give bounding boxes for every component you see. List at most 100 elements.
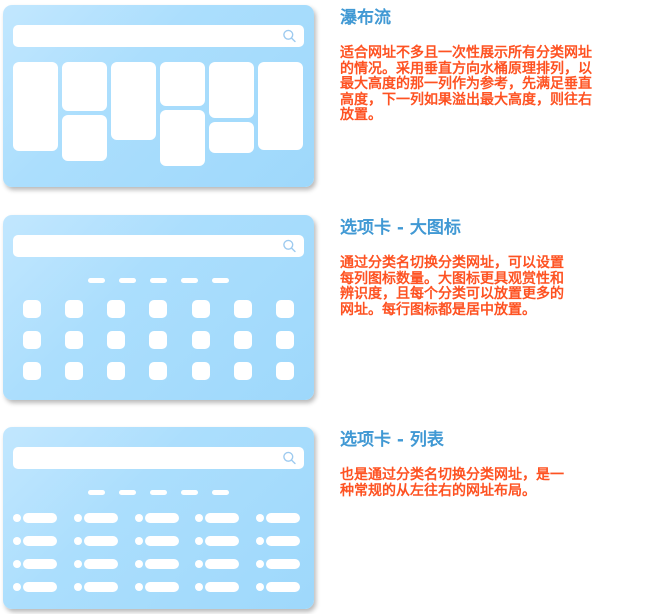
mock-favicon-dot bbox=[73, 537, 82, 545]
mock-icon bbox=[191, 300, 210, 318]
mock-favicon-dot bbox=[134, 514, 143, 522]
waterfall-column bbox=[62, 62, 107, 166]
mock-icon bbox=[191, 331, 210, 349]
mock-icon bbox=[107, 300, 126, 318]
mock-tab-dash bbox=[212, 490, 229, 495]
mock-tile bbox=[160, 62, 205, 106]
mock-favicon-dot bbox=[195, 560, 204, 568]
mock-list-item bbox=[73, 513, 118, 523]
mock-icon-row bbox=[13, 300, 304, 318]
mock-icon-row bbox=[13, 331, 304, 349]
mock-icon bbox=[65, 331, 84, 349]
mock-list-item bbox=[195, 536, 240, 546]
mock-list-item bbox=[256, 536, 300, 546]
mock-list-item bbox=[13, 582, 57, 592]
mock-link-bar bbox=[266, 559, 300, 569]
mock-link-bar bbox=[144, 582, 179, 592]
mock-tab-dash bbox=[88, 490, 105, 495]
mock-list-item bbox=[13, 536, 57, 546]
mock-favicon-dot bbox=[256, 583, 264, 591]
section-title: 选项卡 - 列表 bbox=[340, 430, 444, 450]
mock-tab-dash bbox=[119, 490, 136, 495]
section-text: 瀑布流 适合网址不多且一次性展示所有分类网址 的情况。采用垂直方向水桶原理排列，… bbox=[340, 5, 662, 187]
mock-favicon-dot bbox=[13, 583, 21, 591]
section-title: 瀑布流 bbox=[340, 8, 391, 28]
mock-link-bar bbox=[266, 536, 300, 546]
section-description: 通过分类名切换分类网址，可以设置 每列图标数量。大图标更具观赏性和 辨识度，且每… bbox=[340, 255, 564, 318]
mock-search-bar bbox=[13, 447, 304, 469]
mock-list-item bbox=[256, 582, 300, 592]
mock-list-item bbox=[195, 582, 240, 592]
mock-icon bbox=[65, 362, 84, 380]
mock-favicon-dot bbox=[195, 583, 204, 591]
waterfall-column bbox=[13, 62, 58, 166]
list-preview-card bbox=[3, 427, 314, 609]
mock-tile bbox=[62, 115, 107, 161]
waterfall-columns bbox=[13, 62, 304, 166]
mock-link-bar bbox=[266, 582, 300, 592]
section-description: 也是通过分类名切换分类网址，是一 种常规的从左往右的网址布局。 bbox=[340, 467, 564, 499]
mock-tile bbox=[258, 62, 303, 150]
mock-list-item bbox=[73, 536, 118, 546]
mock-list-item bbox=[256, 559, 300, 569]
section-description: 适合网址不多且一次性展示所有分类网址 的情况。采用垂直方向水桶原理排列，以 最大… bbox=[340, 45, 592, 123]
mock-link-bar bbox=[23, 559, 57, 569]
waterfall-preview-card bbox=[3, 5, 314, 187]
mock-icon bbox=[23, 331, 41, 349]
mock-list-item bbox=[134, 582, 179, 592]
mock-icon bbox=[23, 300, 41, 318]
mock-tab-dash bbox=[150, 490, 167, 495]
section-tabs-list: 选项卡 - 列表 也是通过分类名切换分类网址，是一 种常规的从左往右的网址布局。 bbox=[3, 427, 662, 609]
mock-favicon-dot bbox=[73, 560, 82, 568]
mock-list-item bbox=[13, 559, 57, 569]
mock-tile bbox=[209, 122, 254, 153]
mock-favicon-dot bbox=[134, 560, 143, 568]
mock-icon bbox=[275, 331, 294, 349]
mock-tab-row bbox=[13, 490, 304, 495]
mock-link-bar bbox=[144, 559, 179, 569]
mock-tile bbox=[13, 62, 58, 151]
waterfall-column bbox=[209, 62, 254, 166]
mock-icon-row bbox=[13, 362, 304, 380]
mock-link-bar bbox=[205, 582, 240, 592]
mock-icon bbox=[107, 331, 126, 349]
mock-favicon-dot bbox=[13, 514, 21, 522]
mock-favicon-dot bbox=[73, 583, 82, 591]
mock-link-bar bbox=[144, 513, 179, 523]
mock-link-bar bbox=[83, 559, 118, 569]
icon-grid-preview-card bbox=[3, 215, 314, 400]
mock-favicon-dot bbox=[13, 560, 21, 568]
mock-favicon-dot bbox=[13, 537, 21, 545]
section-tabs-large-icons: 选项卡 - 大图标 通过分类名切换分类网址，可以设置 每列图标数量。大图标更具观… bbox=[3, 215, 662, 400]
mock-list-item bbox=[134, 559, 179, 569]
search-icon bbox=[283, 451, 296, 465]
mock-icon bbox=[149, 331, 168, 349]
mock-icon bbox=[233, 331, 252, 349]
mock-link-bar bbox=[23, 513, 57, 523]
waterfall-column bbox=[160, 62, 205, 166]
mock-icon bbox=[23, 362, 41, 380]
mock-tab-row bbox=[13, 278, 304, 283]
section-title: 选项卡 - 大图标 bbox=[340, 218, 461, 238]
mock-favicon-dot bbox=[256, 537, 264, 545]
mock-link-bar bbox=[23, 536, 57, 546]
mock-tile bbox=[209, 62, 254, 118]
mock-icon bbox=[107, 362, 126, 380]
mock-favicon-dot bbox=[256, 514, 264, 522]
mock-icon bbox=[233, 362, 252, 380]
waterfall-column bbox=[258, 62, 303, 166]
mock-list-item bbox=[256, 513, 300, 523]
mock-icon bbox=[149, 362, 168, 380]
mock-link-bar bbox=[83, 513, 118, 523]
mock-list-row bbox=[13, 559, 304, 569]
mock-favicon-dot bbox=[256, 560, 264, 568]
mock-list-row bbox=[13, 582, 304, 592]
waterfall-column bbox=[111, 62, 156, 166]
search-icon bbox=[283, 239, 296, 253]
mock-icon bbox=[233, 300, 252, 318]
mock-search-bar bbox=[13, 25, 304, 47]
mock-icon bbox=[275, 300, 294, 318]
mock-tab-dash bbox=[88, 278, 105, 283]
mock-list-item bbox=[134, 513, 179, 523]
mock-link-bar bbox=[205, 513, 240, 523]
